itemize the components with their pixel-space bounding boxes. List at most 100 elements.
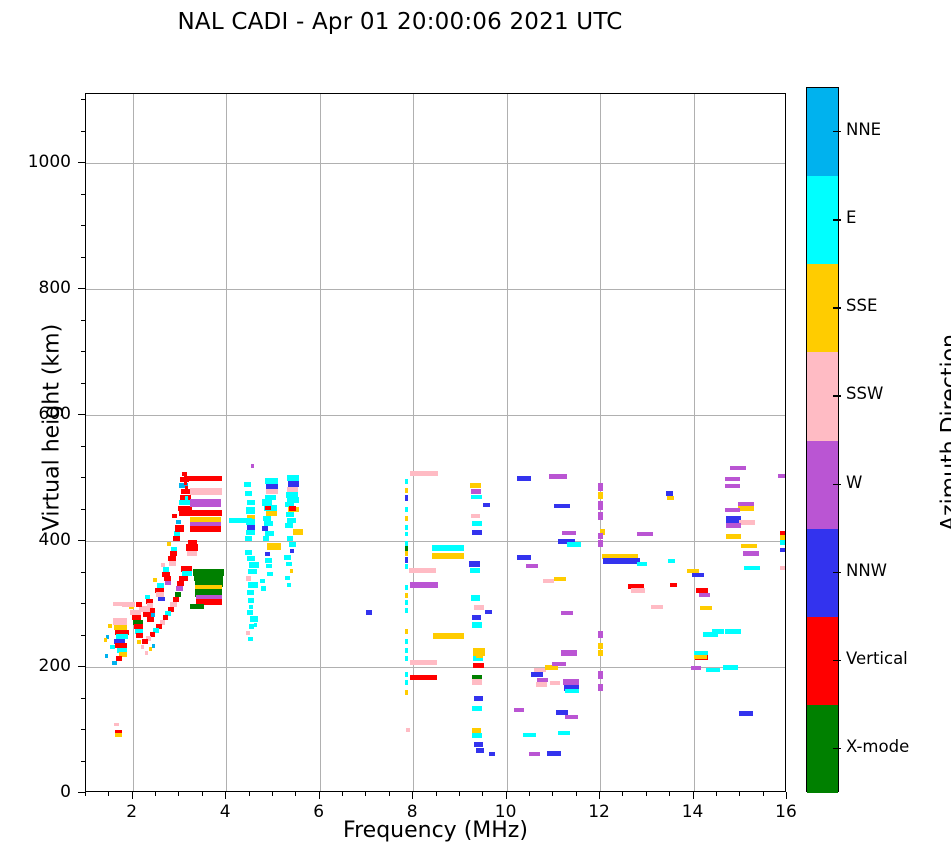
echo-mark: [725, 628, 742, 634]
x-tick-major: [131, 792, 133, 799]
echo-mark: [286, 518, 297, 524]
echo-mark: [165, 611, 172, 617]
echo-mark: [288, 505, 297, 511]
y-tick-minor: [81, 697, 85, 699]
colorbar-segment-x-mode: [807, 704, 838, 793]
x-tick-minor: [155, 792, 157, 796]
echo-mark: [179, 482, 188, 488]
y-tick-major: [78, 414, 85, 416]
echo-mark: [700, 605, 713, 610]
echo-mark: [472, 529, 483, 535]
y-tick-minor: [81, 382, 85, 384]
echo-mark: [410, 471, 439, 477]
echo-mark: [286, 491, 299, 498]
echo-mark: [471, 495, 483, 500]
echo-mark: [132, 619, 143, 625]
echo-mark: [113, 602, 124, 607]
echo-mark: [738, 505, 755, 511]
echo-mark: [176, 581, 185, 587]
plot-area: [85, 93, 786, 792]
echo-mark: [122, 601, 135, 607]
echo-mark: [160, 563, 165, 568]
echo-mark: [780, 566, 785, 571]
echo-mark: [156, 592, 164, 598]
echo-mark: [472, 706, 483, 712]
echo-mark: [533, 668, 546, 673]
colorbar-label-vertical: Vertical: [846, 648, 908, 668]
y-tick-label: 200: [38, 656, 71, 677]
echo-mark: [153, 578, 158, 583]
echo-mark: [404, 551, 409, 557]
echo-mark: [552, 661, 567, 666]
echo-mark: [472, 662, 485, 668]
x-tick-minor: [388, 792, 390, 796]
echo-mark: [725, 484, 741, 489]
echo-mark: [247, 637, 254, 642]
echo-mark: [174, 525, 185, 532]
y-tick-major: [78, 162, 85, 164]
y-tick-major: [78, 792, 85, 793]
y-tick-minor: [81, 634, 85, 636]
echo-mark: [189, 604, 204, 610]
echo-mark: [404, 629, 409, 635]
gridline-horizontal: [86, 541, 785, 543]
echo-mark: [598, 492, 603, 500]
echo-mark: [722, 664, 739, 670]
echo-mark: [108, 624, 113, 629]
echo-mark: [135, 633, 143, 639]
echo-mark: [184, 481, 188, 486]
echo-mark: [738, 502, 755, 508]
echo-mark: [182, 472, 187, 477]
echo-mark: [265, 494, 276, 500]
echo-mark: [739, 710, 754, 716]
echo-mark: [141, 644, 145, 649]
colorbar-segment-sse: [807, 264, 838, 353]
echo-mark: [286, 536, 294, 542]
y-tick-minor: [81, 603, 85, 605]
echo-mark: [170, 551, 177, 557]
echo-mark: [260, 586, 267, 592]
echo-mark: [161, 571, 171, 577]
echo-mark: [535, 682, 547, 688]
x-tick-major: [786, 792, 787, 799]
echo-mark: [410, 659, 438, 665]
x-tick-minor: [108, 792, 110, 796]
echo-mark: [691, 573, 704, 578]
echo-mark: [182, 571, 192, 577]
echo-mark: [115, 634, 129, 640]
y-tick-minor: [81, 130, 85, 132]
echo-mark: [262, 536, 270, 542]
echo-mark: [558, 538, 575, 544]
echo-mark: [134, 628, 143, 634]
echo-mark: [726, 533, 742, 539]
echo-mark: [168, 606, 174, 612]
echo-mark: [598, 670, 603, 679]
echo-mark: [248, 604, 254, 609]
echo-mark: [146, 603, 154, 609]
colorbar-title: Azimuth Direction: [937, 333, 951, 532]
echo-mark: [245, 507, 256, 515]
echo-mark: [247, 597, 255, 603]
echo-mark: [637, 561, 647, 566]
echo-mark: [114, 733, 122, 738]
echo-mark: [473, 696, 484, 702]
x-tick-major: [412, 792, 414, 799]
echo-mark: [113, 618, 128, 626]
echo-mark: [169, 560, 176, 566]
echo-mark: [156, 624, 162, 630]
echo-mark: [285, 502, 295, 508]
x-tick-minor: [365, 792, 367, 796]
y-tick-label: 1000: [27, 152, 71, 173]
echo-mark: [130, 609, 141, 615]
echo-mark: [285, 575, 290, 580]
echo-mark: [261, 498, 272, 506]
echo-mark: [548, 474, 568, 480]
echo-mark: [666, 491, 673, 497]
echo-mark: [404, 479, 409, 485]
echo-mark: [472, 727, 482, 733]
echo-mark: [247, 582, 258, 589]
y-tick-minor: [81, 256, 85, 258]
x-axis-label: Frequency (MHz): [343, 818, 528, 843]
echo-mark: [530, 672, 544, 678]
echo-mark: [693, 654, 707, 659]
